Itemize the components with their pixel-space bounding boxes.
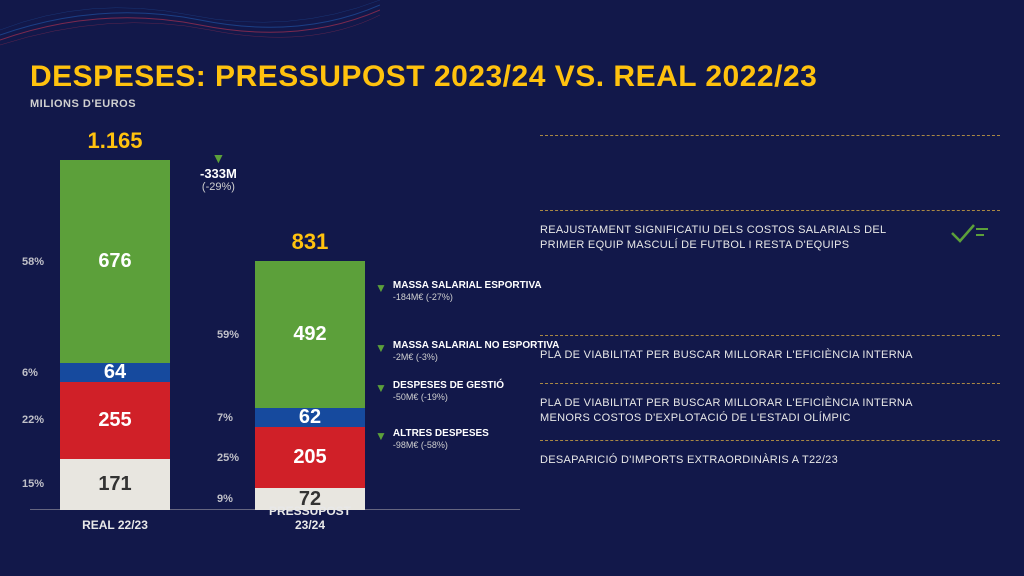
segment: 627% — [255, 408, 365, 427]
annotation-title: DESPESES DE GESTIÓ — [393, 380, 504, 392]
annotation: ▼ ALTRES DESPESES-98M€ (-58%) — [375, 428, 489, 450]
note-text: PLA DE VIABILITAT PER BUSCAR MILLORAR L'… — [540, 348, 913, 363]
down-triangle-icon: ▼ — [375, 429, 387, 443]
note-row: PLA DE VIABILITAT PER BUSCAR MILLORAR L'… — [540, 335, 1000, 363]
bar-label: REAL 22/23 — [60, 518, 170, 532]
pct-label: 15% — [22, 478, 44, 490]
note-row: DESAPARICIÓ D'IMPORTS EXTRAORDINÀRIS A T… — [540, 440, 1000, 468]
annotation-sub: -50M€ (-19%) — [393, 392, 504, 402]
segment: 25522% — [60, 382, 170, 459]
delta-pct: (-29%) — [200, 181, 237, 193]
bar-real2223: 67658%646%25522%17115%REAL 22/23 — [60, 160, 170, 510]
pct-label: 6% — [22, 367, 38, 379]
chart-area: 67658%646%25522%17115%REAL 22/231.165492… — [30, 130, 520, 540]
annotation-title: MASSA SALARIAL ESPORTIVA — [393, 280, 542, 292]
note-text: DESAPARICIÓ D'IMPORTS EXTRAORDINÀRIS A T… — [540, 453, 838, 468]
annotation-sub: -98M€ (-58%) — [393, 440, 489, 450]
segment: 17115% — [60, 459, 170, 510]
segment: 67658% — [60, 160, 170, 363]
delta-badge: ▼ -333M (-29%) — [200, 150, 237, 193]
pct-label: 9% — [217, 493, 233, 505]
annotation: ▼ DESPESES DE GESTIÓ-50M€ (-19%) — [375, 380, 504, 402]
annotation-title: ALTRES DESPESES — [393, 428, 489, 440]
bar-total: 831 — [255, 229, 365, 255]
check-icon — [950, 221, 990, 243]
stacked-bar: 67658%646%25522%17115%REAL 22/23 — [60, 160, 170, 510]
note-row: REAJUSTAMENT SIGNIFICATIU DELS COSTOS SA… — [540, 210, 1000, 254]
note-text: PLA DE VIABILITAT PER BUSCAR MILLORAR L'… — [540, 396, 930, 427]
note-row — [540, 135, 1000, 148]
page-subtitle: MILIONS D'EUROS — [30, 98, 136, 110]
down-triangle-icon: ▼ — [375, 281, 387, 295]
pct-label: 25% — [217, 452, 239, 464]
annotation: ▼ MASSA SALARIAL NO ESPORTIVA-2M€ (-3%) — [375, 340, 559, 362]
bar-pressupost2324: 49259%627%20525%729%PRESSUPOST 23/24 — [255, 261, 365, 510]
pct-label: 7% — [217, 412, 233, 424]
page-title: DESPESES: PRESSUPOST 2023/24 VS. REAL 20… — [30, 60, 817, 94]
pct-label: 58% — [22, 256, 44, 268]
segment: 49259% — [255, 261, 365, 409]
stacked-bar: 49259%627%20525%729%PRESSUPOST 23/24 — [255, 261, 365, 510]
annotation-title: MASSA SALARIAL NO ESPORTIVA — [393, 340, 560, 352]
pct-label: 22% — [22, 414, 44, 426]
bar-label: PRESSUPOST 23/24 — [255, 504, 365, 532]
note-text: REAJUSTAMENT SIGNIFICATIU DELS COSTOS SA… — [540, 223, 930, 254]
pct-label: 59% — [217, 329, 239, 341]
annotation-sub: -184M€ (-27%) — [393, 292, 542, 302]
annotation: ▼ MASSA SALARIAL ESPORTIVA-184M€ (-27%) — [375, 280, 542, 302]
down-triangle-icon: ▼ — [200, 150, 237, 166]
delta-value: -333M — [200, 166, 237, 181]
annotation-sub: -2M€ (-3%) — [393, 352, 560, 362]
wave-decoration — [0, 0, 380, 50]
segment: 20525% — [255, 427, 365, 489]
segment: 646% — [60, 363, 170, 382]
down-triangle-icon: ▼ — [375, 381, 387, 395]
down-triangle-icon: ▼ — [375, 341, 387, 355]
notes-column: REAJUSTAMENT SIGNIFICATIU DELS COSTOS SA… — [540, 135, 1000, 535]
bar-total: 1.165 — [60, 128, 170, 154]
note-row: PLA DE VIABILITAT PER BUSCAR MILLORAR L'… — [540, 383, 1000, 427]
